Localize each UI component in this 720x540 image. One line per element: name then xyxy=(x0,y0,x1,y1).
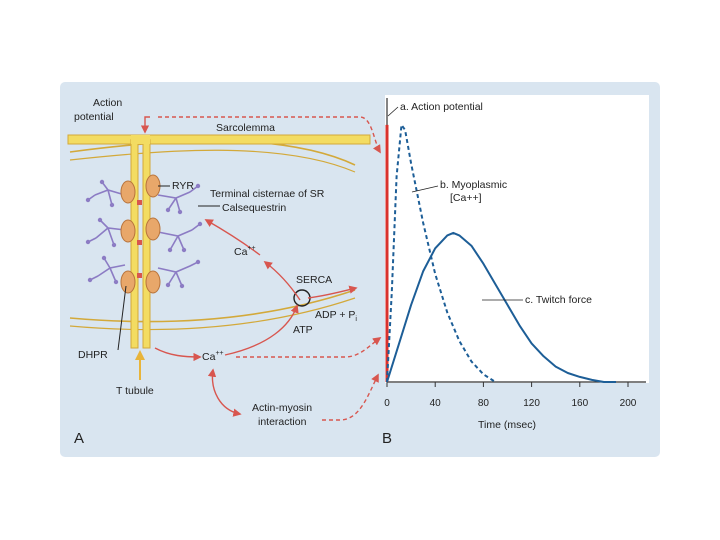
leader-lines xyxy=(117,185,220,351)
ca-upper-label: Ca++ xyxy=(234,245,256,258)
dhpr-label: DHPR xyxy=(78,349,108,361)
panel-b: 0 40 80 120 160 200 a. Action potential b. Myop… xyxy=(382,95,649,447)
calsequestrin-left xyxy=(87,181,126,283)
x-tick-label: 40 xyxy=(430,398,442,409)
dhpr-markers xyxy=(137,200,142,278)
t-tubule-label: T tubule xyxy=(116,385,154,397)
panel-a: Action potential Sarcolemma RYR Terminal… xyxy=(67,97,382,447)
calsequestrin-right-dots xyxy=(165,183,203,289)
t-tubule-left xyxy=(130,139,139,349)
series-label-0: a. Action potential xyxy=(400,101,483,113)
series-line-2 xyxy=(386,231,616,383)
x-axis-label: Time (msec) xyxy=(478,419,536,431)
plot-area xyxy=(385,95,649,383)
action-potential-label-line1: Action xyxy=(93,97,122,109)
x-tick-label: 160 xyxy=(571,398,588,409)
sarcolemma-label: Sarcolemma xyxy=(216,122,275,134)
x-tick-label: 0 xyxy=(384,398,390,409)
actin-myosin-label-line1: Actin-myosin xyxy=(252,402,312,414)
t-tubule-right xyxy=(142,139,151,349)
adp-label: ADP + Pi xyxy=(315,309,357,323)
panel-a-letter: A xyxy=(74,430,84,447)
terminal-cisternae-label: Terminal cisternae of SR xyxy=(210,188,325,200)
series-line-1 xyxy=(386,123,496,383)
calsequestrin-right xyxy=(157,185,201,287)
series-label-2: c. Twitch force xyxy=(525,294,592,306)
t-tubule-junction xyxy=(131,135,150,144)
t-tubule-arrowhead xyxy=(135,350,145,360)
serca-label: SERCA xyxy=(296,274,332,286)
action-potential-label-line2: potential xyxy=(74,111,114,123)
x-tick-label: 120 xyxy=(523,398,540,409)
series-leader-1 xyxy=(411,185,439,193)
panel-b-letter: B xyxy=(382,430,392,447)
atp-label: ATP xyxy=(293,324,313,336)
sr-membrane-lower-inner xyxy=(69,297,356,331)
sr-membrane-lower xyxy=(69,289,356,323)
chart-layer: 0 40 80 120 160 200 a. Action potential b. Myop… xyxy=(384,98,646,409)
calsequestrin-label: Calsequestrin xyxy=(222,202,286,214)
series-label-1: b. Myoplasmic xyxy=(440,179,507,191)
series-label-1-line2: [Ca++] xyxy=(450,192,482,204)
ryr-channels xyxy=(120,174,161,294)
sr-membrane-upper-inner xyxy=(69,149,356,173)
ca-lower-label: Ca++ xyxy=(202,350,224,363)
calsequestrin-left-dots xyxy=(85,179,119,285)
actin-myosin-label-line2: interaction xyxy=(258,416,307,428)
sarcolemma-membrane xyxy=(67,134,371,145)
x-tick-label: 200 xyxy=(620,398,637,409)
ryr-label: RYR xyxy=(172,180,194,192)
x-tick-label: 80 xyxy=(478,398,490,409)
arrows-panel-a xyxy=(140,116,382,421)
series-leader-0 xyxy=(387,106,399,117)
